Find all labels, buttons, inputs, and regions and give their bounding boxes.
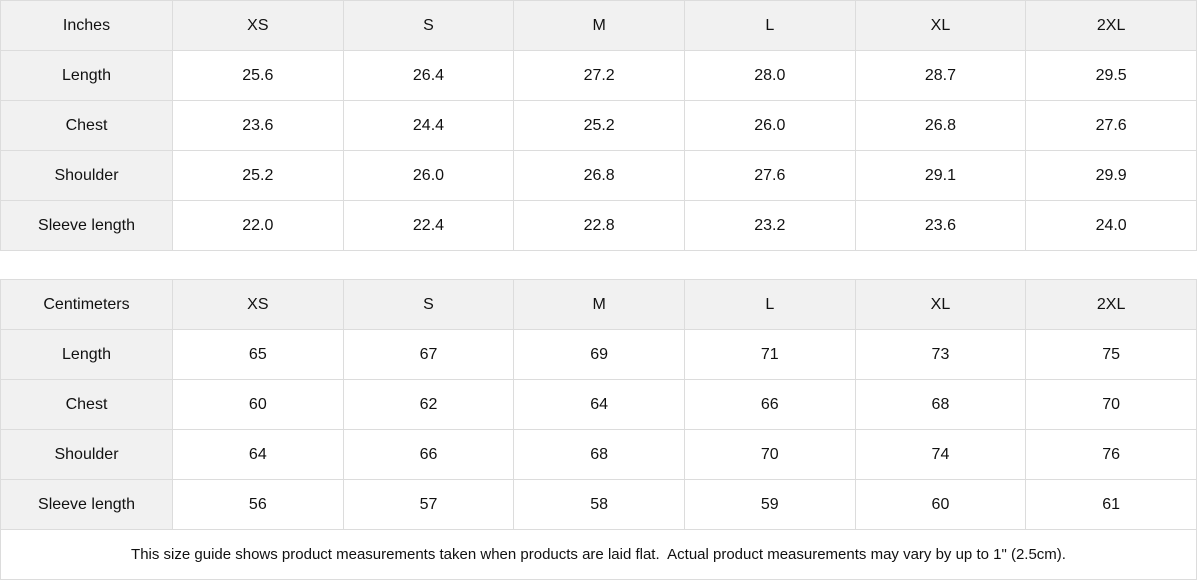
size-header-l: L bbox=[683, 279, 856, 330]
measurement-cell: 22.0 bbox=[172, 200, 344, 251]
measurement-cell: 25.2 bbox=[172, 150, 344, 201]
row-label-sleeve-length: Sleeve length bbox=[0, 479, 173, 530]
measurement-cell: 74 bbox=[854, 429, 1027, 480]
measurement-cell: 26.4 bbox=[342, 50, 515, 101]
measurement-cell: 66 bbox=[683, 379, 856, 430]
row-label-length: Length bbox=[0, 50, 173, 101]
table-row: Length 65 67 69 71 73 75 bbox=[0, 329, 1197, 380]
size-header-xs: XS bbox=[172, 279, 344, 330]
measurement-cell: 60 bbox=[172, 379, 344, 430]
table-row: Length 25.6 26.4 27.2 28.0 28.7 29.5 bbox=[0, 50, 1197, 101]
measurement-cell: 26.8 bbox=[854, 100, 1027, 151]
size-header-xl: XL bbox=[854, 0, 1027, 51]
measurement-cell: 28.7 bbox=[854, 50, 1027, 101]
measurement-cell: 23.2 bbox=[683, 200, 856, 251]
measurement-cell: 62 bbox=[342, 379, 515, 430]
measurement-cell: 68 bbox=[854, 379, 1027, 430]
size-header-s: S bbox=[342, 279, 515, 330]
row-label-shoulder: Shoulder bbox=[0, 150, 173, 201]
measurement-cell: 56 bbox=[172, 479, 344, 530]
measurement-cell: 57 bbox=[342, 479, 515, 530]
measurement-cell: 23.6 bbox=[854, 200, 1027, 251]
measurement-cell: 64 bbox=[513, 379, 685, 430]
size-header-l: L bbox=[683, 0, 856, 51]
measurement-cell: 66 bbox=[342, 429, 515, 480]
measurement-cell: 69 bbox=[513, 329, 685, 380]
measurement-cell: 24.4 bbox=[342, 100, 515, 151]
row-label-chest: Chest bbox=[0, 379, 173, 430]
row-label-chest: Chest bbox=[0, 100, 173, 151]
measurement-cell: 27.6 bbox=[683, 150, 856, 201]
measurement-cell: 70 bbox=[683, 429, 856, 480]
measurement-cell: 73 bbox=[854, 329, 1027, 380]
measurement-cell: 71 bbox=[683, 329, 856, 380]
measurement-cell: 65 bbox=[172, 329, 344, 380]
row-label-shoulder: Shoulder bbox=[0, 429, 173, 480]
measurement-cell: 64 bbox=[172, 429, 344, 480]
measurement-cell: 29.9 bbox=[1025, 150, 1197, 201]
size-header-s: S bbox=[342, 0, 515, 51]
table-row: Shoulder 25.2 26.0 26.8 27.6 29.1 29.9 bbox=[0, 150, 1197, 201]
measurement-cell: 28.0 bbox=[683, 50, 856, 101]
table-row: Sleeve length 22.0 22.4 22.8 23.2 23.6 2… bbox=[0, 200, 1197, 251]
measurement-cell: 75 bbox=[1025, 329, 1197, 380]
measurement-cell: 27.2 bbox=[513, 50, 685, 101]
measurement-cell: 68 bbox=[513, 429, 685, 480]
measurement-cell: 26.0 bbox=[342, 150, 515, 201]
size-header-2xl: 2XL bbox=[1025, 0, 1197, 51]
inches-header-row: Inches XS S M L XL 2XL bbox=[0, 0, 1197, 51]
table-row: Chest 23.6 24.4 25.2 26.0 26.8 27.6 bbox=[0, 100, 1197, 151]
measurement-cell: 29.5 bbox=[1025, 50, 1197, 101]
measurement-cell: 25.6 bbox=[172, 50, 344, 101]
row-label-length: Length bbox=[0, 329, 173, 380]
measurement-cell: 25.2 bbox=[513, 100, 685, 151]
measurement-cell: 76 bbox=[1025, 429, 1197, 480]
measurement-cell: 58 bbox=[513, 479, 685, 530]
measurement-cell: 67 bbox=[342, 329, 515, 380]
measurement-cell: 27.6 bbox=[1025, 100, 1197, 151]
measurement-cell: 59 bbox=[683, 479, 856, 530]
measurement-cell: 61 bbox=[1025, 479, 1197, 530]
centimeters-table: Centimeters XS S M L XL 2XL Length 65 67… bbox=[0, 279, 1197, 530]
size-header-xl: XL bbox=[854, 279, 1027, 330]
measurement-cell: 23.6 bbox=[172, 100, 344, 151]
size-header-m: M bbox=[513, 0, 685, 51]
measurement-cell: 26.0 bbox=[683, 100, 856, 151]
measurement-cell: 26.8 bbox=[513, 150, 685, 201]
size-header-m: M bbox=[513, 279, 685, 330]
measurement-cell: 70 bbox=[1025, 379, 1197, 430]
size-guide-note: This size guide shows product measuremen… bbox=[0, 530, 1197, 580]
table-row: Chest 60 62 64 66 68 70 bbox=[0, 379, 1197, 430]
measurement-cell: 24.0 bbox=[1025, 200, 1197, 251]
size-header-2xl: 2XL bbox=[1025, 279, 1197, 330]
measurement-cell: 60 bbox=[854, 479, 1027, 530]
measurement-cell: 29.1 bbox=[854, 150, 1027, 201]
measurement-cell: 22.4 bbox=[342, 200, 515, 251]
table-row: Sleeve length 56 57 58 59 60 61 bbox=[0, 479, 1197, 530]
centimeters-header-row: Centimeters XS S M L XL 2XL bbox=[0, 279, 1197, 330]
unit-header-cell: Centimeters bbox=[0, 279, 173, 330]
size-header-xs: XS bbox=[172, 0, 344, 51]
row-label-sleeve-length: Sleeve length bbox=[0, 200, 173, 251]
table-row: Shoulder 64 66 68 70 74 76 bbox=[0, 429, 1197, 480]
inches-table: Inches XS S M L XL 2XL Length 25.6 26.4 … bbox=[0, 0, 1197, 251]
unit-header-cell: Inches bbox=[0, 0, 173, 51]
measurement-cell: 22.8 bbox=[513, 200, 685, 251]
section-spacer bbox=[0, 251, 1197, 279]
